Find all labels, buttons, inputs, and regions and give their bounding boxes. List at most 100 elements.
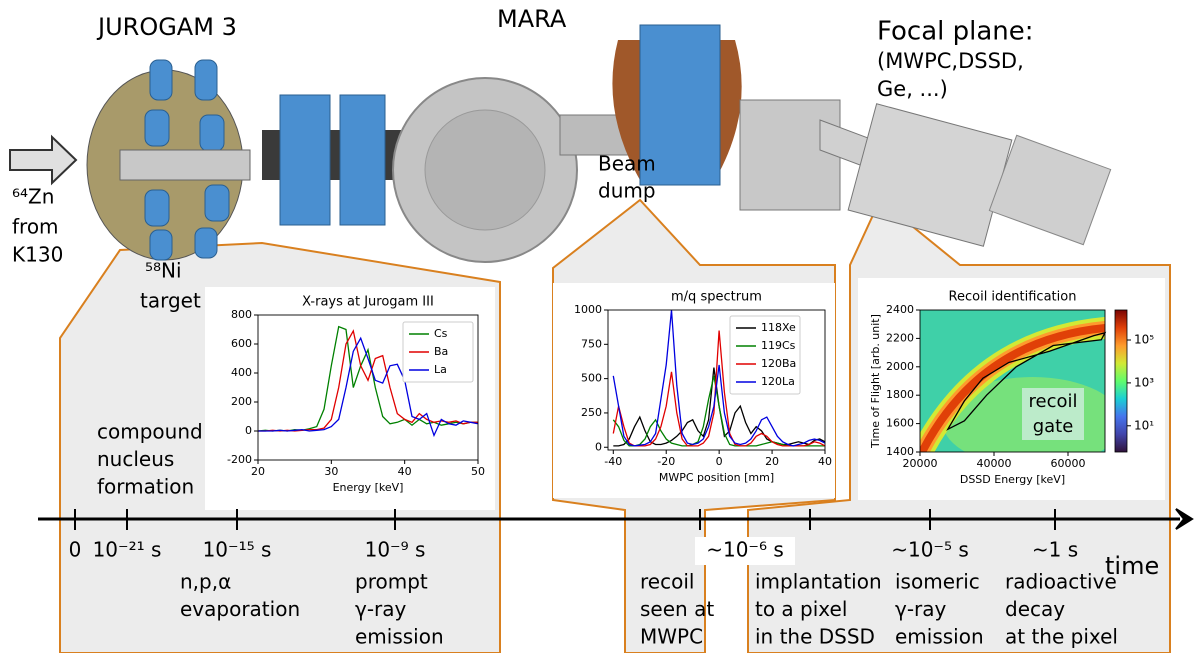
legend-box — [729, 315, 801, 395]
timeline-label: 0 — [69, 538, 82, 562]
apparatus — [9, 24, 1112, 263]
y-tick-label: -200 — [227, 453, 252, 466]
x-axis-label: DSSD Energy [keV] — [960, 473, 1065, 486]
series-line — [612, 330, 826, 447]
mara-label: MARA — [497, 5, 567, 33]
event-label: γ-ray — [355, 597, 407, 621]
y-tick-label: 400 — [231, 366, 252, 379]
legend-label: 118Xe — [761, 321, 796, 334]
event-label: implantation — [755, 570, 882, 594]
x-tick-label: 40 — [818, 455, 832, 468]
event-label: evaporation — [180, 597, 300, 621]
event-label: emission — [895, 625, 984, 649]
dipole — [639, 24, 721, 186]
gate-label: gate — [1033, 416, 1074, 437]
beam-dump-label: Beam — [598, 152, 656, 176]
beam-label: ⁶⁴Zn — [12, 185, 54, 209]
y-tick-label: 1000 — [574, 303, 602, 316]
target-label: ⁵⁸Ni — [145, 259, 182, 283]
jurogam-detectors — [144, 59, 230, 261]
x-tick-label: 20 — [251, 465, 265, 478]
event-label: nucleus — [97, 447, 174, 471]
series-line — [612, 309, 826, 447]
timeline-label: 10⁻²¹ s — [93, 538, 162, 562]
event-label: formation — [97, 475, 194, 499]
event-label: at the pixel — [1005, 625, 1118, 649]
chart-title: Recoil identification — [949, 290, 1077, 305]
x-tick-label: 40 — [398, 465, 412, 478]
beamline — [119, 149, 251, 181]
x-axis-label: Energy [keV] — [333, 481, 404, 494]
x-tick-label: -20 — [657, 455, 675, 468]
series-line — [257, 325, 478, 432]
x-tick-label: 20000 — [903, 457, 938, 470]
legend-box — [402, 321, 474, 383]
timeline-label-bg — [695, 537, 795, 565]
focal-plane-label: Ge, ...) — [877, 77, 948, 101]
x-tick-label: -40 — [604, 455, 622, 468]
heatmap-image — [920, 310, 1105, 452]
event-label: to a pixel — [755, 597, 847, 621]
colorbar — [1114, 309, 1128, 453]
plot-frame — [257, 314, 479, 461]
y-tick-label: 2200 — [886, 331, 914, 344]
legend-label: La — [434, 363, 447, 376]
y-tick-label: 750 — [581, 337, 602, 350]
event-label: γ-ray — [895, 597, 947, 621]
y-tick-label: 500 — [581, 372, 602, 385]
beam-label: from — [12, 215, 59, 239]
colorbar-tick-label: 10³ — [1134, 375, 1154, 389]
legend-label: Ba — [434, 345, 448, 358]
y-tick-label: 1400 — [886, 445, 914, 458]
beam-arrow — [9, 134, 78, 186]
beam-dump-label: dump — [598, 179, 656, 203]
quadrupole — [339, 94, 386, 226]
heatmap-band — [920, 324, 1105, 452]
event-label: radioactive — [1005, 570, 1117, 594]
x-tick-label: 50 — [471, 465, 485, 478]
x-axis-label: MWPC position [mm] — [659, 471, 774, 484]
gate-label-bg — [1022, 388, 1084, 440]
legend-label: 119Cs — [761, 339, 796, 352]
colorbar-tick-label: 10¹ — [1134, 418, 1154, 432]
legend-label: 120La — [761, 375, 795, 388]
event-label: in the DSSD — [755, 625, 875, 649]
y-tick-label: 200 — [231, 395, 252, 408]
x-tick-label: 60000 — [1051, 457, 1086, 470]
timeline-label: 10⁻¹⁵ s — [203, 538, 272, 562]
event-label: n,p,α — [180, 570, 231, 594]
timeline-label: ~10⁻⁵ s — [891, 538, 969, 562]
plot-frame — [607, 309, 826, 451]
y-tick-label: 600 — [231, 337, 252, 350]
y-tick-label: 0 — [595, 440, 602, 453]
y-tick-label: 2000 — [886, 360, 914, 373]
series-line — [258, 336, 479, 438]
electrostatic-section — [739, 99, 841, 211]
jurogam-label: JUROGAM 3 — [96, 13, 237, 41]
mara-inner — [424, 109, 546, 231]
event-label: recoil — [640, 570, 694, 594]
x-tick-label: 20 — [765, 455, 779, 468]
event-label: decay — [1005, 597, 1065, 621]
beam-label: K130 — [12, 243, 63, 267]
time-label: time — [1105, 552, 1159, 580]
legend-label: 120Ba — [761, 357, 796, 370]
y-tick-label: 2400 — [886, 303, 914, 316]
x-tick-label: 30 — [324, 465, 338, 478]
gate-label: recoil — [1029, 391, 1078, 412]
event-label: isomeric — [895, 570, 980, 594]
timeline-label: 10⁻⁹ s — [365, 538, 426, 562]
plot-frame — [919, 309, 1106, 453]
y-tick-label: 0 — [245, 424, 252, 437]
x-tick-label: 40000 — [977, 457, 1012, 470]
event-label: MWPC — [640, 625, 703, 649]
event-label: seen at — [640, 597, 714, 621]
focal-plane-label: (MWPC,DSSD, — [877, 49, 1024, 73]
chart-title: m/q spectrum — [671, 290, 762, 305]
event-label: prompt — [355, 570, 428, 594]
focal-plane-label: Focal plane: — [877, 17, 1034, 47]
chart-title: X-rays at Jurogam III — [302, 295, 434, 310]
legend-label: Cs — [434, 327, 448, 340]
